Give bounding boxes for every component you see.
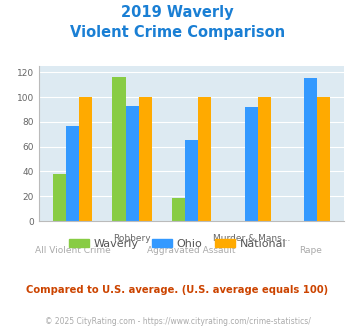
Bar (172, 198, 185, 221)
Text: 2019 Waverly: 2019 Waverly (121, 5, 234, 20)
Bar (126, 106, 139, 221)
Bar (79, 97, 92, 221)
Text: Compared to U.S. average. (U.S. average equals 100): Compared to U.S. average. (U.S. average … (26, 285, 329, 295)
Text: All Violent Crime: All Violent Crime (35, 246, 110, 255)
Bar (304, 79, 317, 221)
Text: © 2025 CityRating.com - https://www.cityrating.com/crime-statistics/: © 2025 CityRating.com - https://www.city… (45, 317, 310, 326)
Text: Aggravated Assault: Aggravated Assault (147, 246, 236, 255)
Text: Murder & Mans...: Murder & Mans... (213, 234, 290, 243)
Text: Violent Crime Comparison: Violent Crime Comparison (70, 25, 285, 40)
Bar (245, 107, 258, 221)
Legend: Waverly, Ohio, National: Waverly, Ohio, National (64, 235, 291, 253)
Text: Robbery: Robbery (113, 234, 151, 243)
Bar (258, 97, 271, 221)
Bar (317, 97, 331, 221)
Text: Rape: Rape (299, 246, 322, 255)
Bar (139, 97, 152, 221)
Bar (198, 97, 211, 221)
Bar (53, 174, 66, 221)
Bar (113, 77, 126, 221)
Bar (66, 125, 79, 221)
Bar (185, 141, 198, 221)
